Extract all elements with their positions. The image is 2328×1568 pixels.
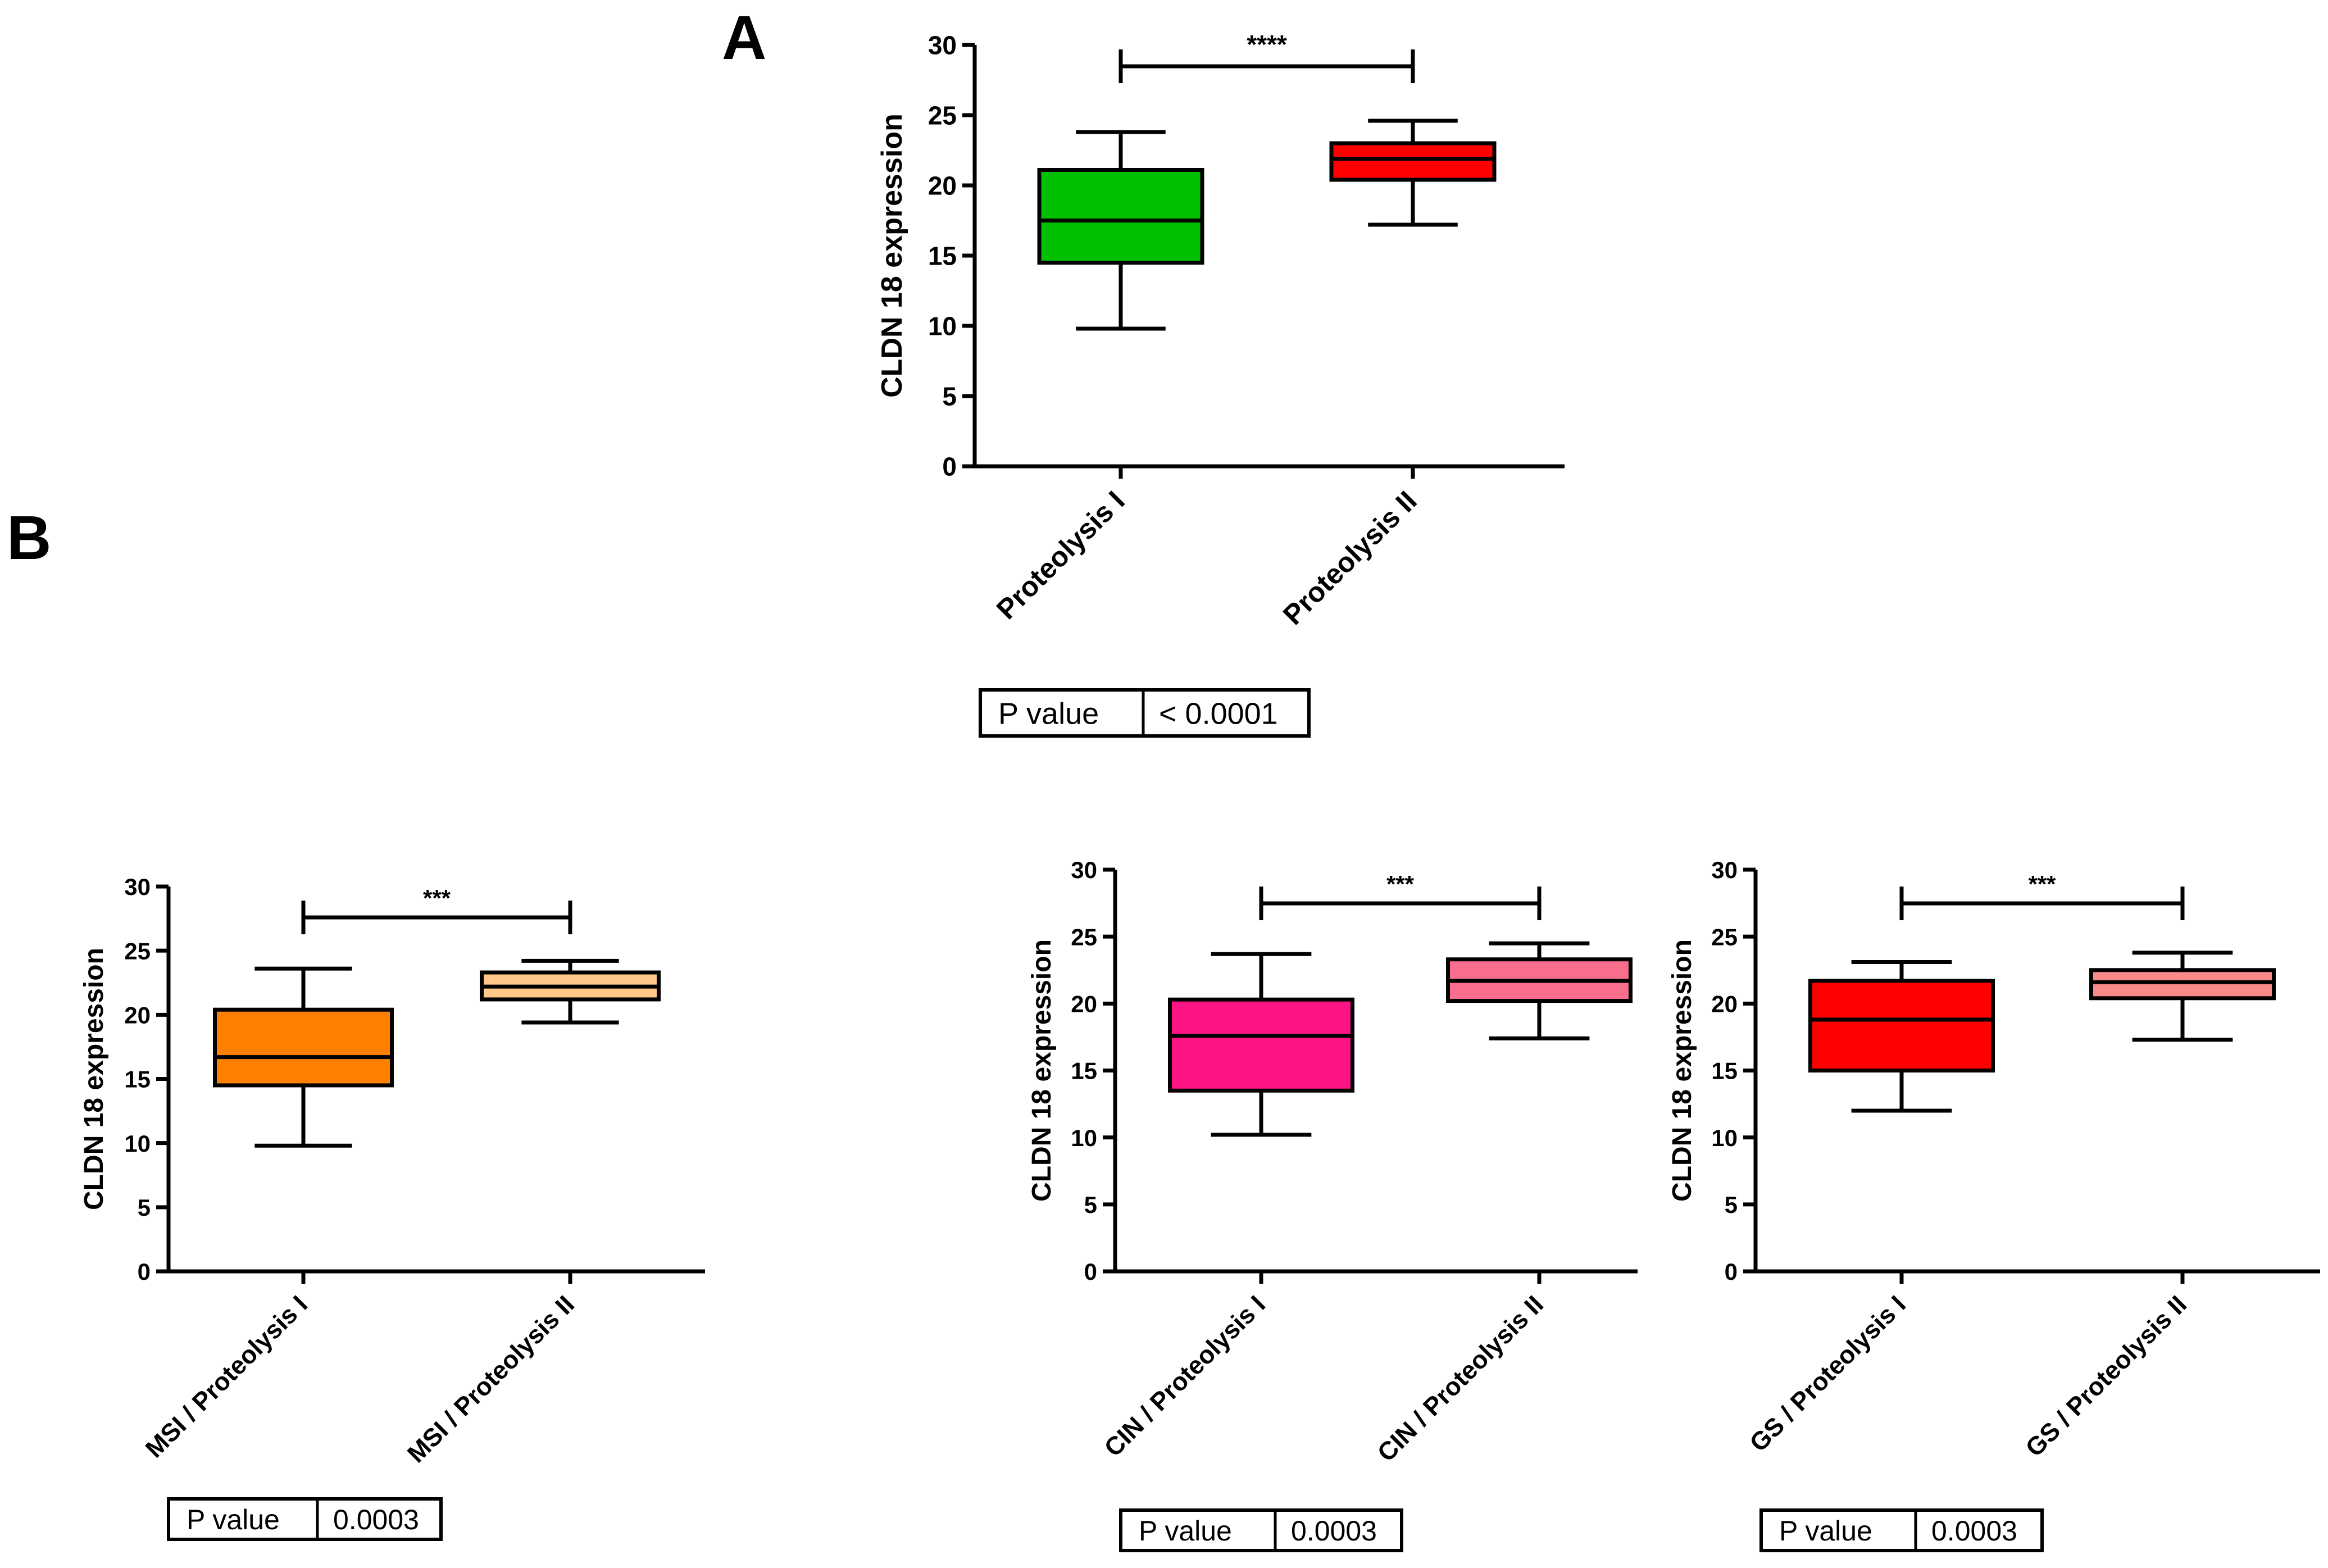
category-label: MSI / Proteolysis I <box>140 1290 313 1463</box>
p-value-value: < 0.0001 <box>1159 697 1278 730</box>
y-tick-label: 0 <box>942 452 957 481</box>
y-tick-label: 0 <box>1725 1258 1738 1285</box>
p-value-table-border <box>167 1497 443 1541</box>
y-tick-label: 25 <box>124 938 151 964</box>
p-value-label: P value <box>998 697 1099 730</box>
significance-bracket <box>1259 887 1542 920</box>
y-tick-label: 10 <box>1071 1125 1097 1151</box>
box <box>1808 979 1995 1072</box>
box-group <box>1808 960 1995 1113</box>
significance-bracket <box>1118 49 1415 83</box>
box-group <box>1329 119 1497 227</box>
y-tick-label: 15 <box>1711 1058 1738 1084</box>
p-value-label: P value <box>1779 1515 1872 1547</box>
box-chart: 0 5 10 15 20 25 30 CLDN 18 expression CIN / Prot… <box>1027 857 1638 1552</box>
significance-label: **** <box>1247 30 1287 59</box>
p-value-table: P value 0.0003 <box>1759 1508 2044 1552</box>
y-axis-label: CLDN 18 expression <box>79 948 109 1210</box>
y-tick-label: 30 <box>928 31 957 60</box>
p-value-table-border <box>1759 1508 2044 1552</box>
y-axis-label: CLDN 18 expression <box>1667 939 1697 1202</box>
y-axis-label: CLDN 18 expression <box>1027 939 1057 1202</box>
y-tick-label: 20 <box>1711 990 1738 1017</box>
category-label: MSI / Proteolysis II <box>402 1290 580 1468</box>
significance-label: *** <box>423 885 451 911</box>
box-group <box>1168 952 1354 1137</box>
y-tick-label: 0 <box>1084 1258 1097 1285</box>
p-value-table: P value < 0.0001 <box>979 688 1311 738</box>
y-tick-label: 15 <box>928 242 957 271</box>
box-group <box>480 958 661 1025</box>
box <box>1329 141 1497 182</box>
y-tick-label: 25 <box>1071 924 1097 950</box>
y-tick-label: 30 <box>1711 857 1738 883</box>
p-value-table: P value 0.0003 <box>1119 1508 1403 1552</box>
y-tick-label: 5 <box>1725 1192 1738 1218</box>
y-tick-label: 20 <box>124 1002 151 1028</box>
box-chart: 0 5 10 15 20 25 30 CLDN 18 expression GS / Prote… <box>1667 857 2320 1552</box>
category-label: Proteolysis I <box>990 485 1131 625</box>
y-tick-label: 5 <box>942 382 957 411</box>
category-label: GS / Proteolysis II <box>2020 1290 2192 1462</box>
significance-bracket <box>1899 887 2185 920</box>
category-label: Proteolysis II <box>1277 485 1423 631</box>
category-label: GS / Proteolysis I <box>1744 1290 1911 1457</box>
y-tick-label: 10 <box>928 312 957 341</box>
box <box>2089 968 2276 1001</box>
box-group <box>2089 951 2276 1042</box>
y-tick-label: 5 <box>138 1194 151 1221</box>
box-chart: 0 5 10 15 20 25 30 CLDN 18 expression Proteolysi… <box>876 30 1565 738</box>
box-chart: 0 5 10 15 20 25 30 CLDN 18 expression MSI / Prot… <box>79 874 705 1541</box>
box <box>1037 168 1204 265</box>
panel-label-a: A <box>722 3 766 72</box>
y-axis-label: CLDN 18 expression <box>876 113 908 398</box>
y-tick-label: 30 <box>1071 857 1097 883</box>
y-tick-label: 20 <box>1071 990 1097 1017</box>
y-tick-label: 25 <box>1711 924 1738 950</box>
y-tick-label: 5 <box>1084 1192 1097 1218</box>
y-tick-label: 20 <box>928 171 957 201</box>
significance-label: *** <box>1386 871 1415 897</box>
p-value-table: P value 0.0003 <box>167 1497 443 1541</box>
p-value-label: P value <box>187 1504 280 1535</box>
p-value-label: P value <box>1139 1515 1232 1547</box>
y-tick-label: 30 <box>124 874 151 900</box>
significance-bracket <box>301 901 572 934</box>
y-tick-label: 10 <box>1711 1125 1738 1151</box>
significance-label: *** <box>2028 871 2056 897</box>
p-value-value: 0.0003 <box>1291 1515 1377 1547</box>
category-label: CIN / Proteolysis II <box>1372 1290 1549 1467</box>
charts: 0 5 10 15 20 25 30 CLDN 18 expression Proteolysi… <box>79 30 2320 1552</box>
box-group <box>1037 130 1204 331</box>
y-tick-label: 25 <box>928 101 957 130</box>
box <box>213 1007 394 1088</box>
box-group <box>1446 941 1633 1040</box>
p-value-value: 0.0003 <box>333 1504 419 1535</box>
y-tick-label: 10 <box>124 1130 151 1157</box>
box-group <box>213 966 394 1148</box>
p-value-table-border <box>1119 1508 1403 1552</box>
p-value-value: 0.0003 <box>1931 1515 2017 1547</box>
y-tick-label: 0 <box>138 1258 151 1285</box>
y-tick-label: 15 <box>1071 1058 1097 1084</box>
y-tick-label: 15 <box>124 1066 151 1093</box>
box <box>1168 997 1354 1093</box>
category-label: CIN / Proteolysis I <box>1098 1290 1271 1462</box>
panel-label-b: B <box>7 503 51 572</box>
